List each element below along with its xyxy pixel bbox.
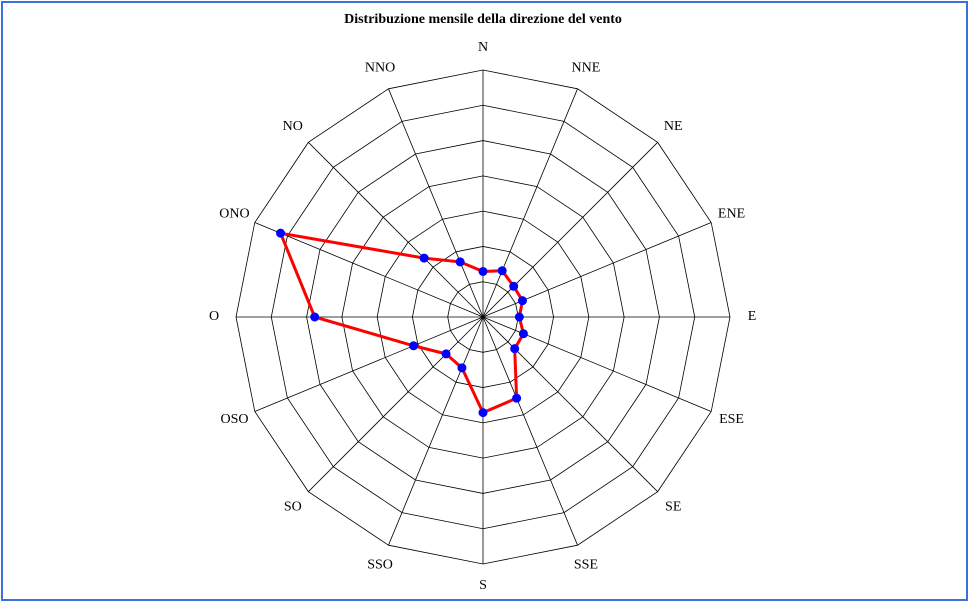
spoke bbox=[388, 316, 484, 546]
axis-label: SSE bbox=[574, 558, 598, 573]
data-point bbox=[478, 408, 488, 418]
data-point bbox=[517, 296, 527, 306]
axis-label: NO bbox=[283, 119, 303, 134]
axis-label: ENE bbox=[718, 206, 745, 221]
chart-title: Distribuzione mensile della direzione de… bbox=[344, 12, 622, 27]
axis-label: SE bbox=[665, 499, 681, 514]
data-point bbox=[478, 266, 488, 276]
spoke bbox=[308, 316, 484, 492]
axis-label: NNE bbox=[572, 61, 601, 76]
data-point bbox=[310, 312, 320, 322]
spoke bbox=[388, 88, 484, 318]
data-point bbox=[409, 341, 419, 351]
data-point bbox=[276, 228, 286, 238]
data-point bbox=[518, 329, 528, 339]
axis-label: O bbox=[209, 309, 219, 324]
axis-label: OSO bbox=[220, 412, 248, 427]
axis-label: ONO bbox=[219, 206, 249, 221]
spoke bbox=[254, 316, 484, 412]
axis-label: SSO bbox=[367, 558, 393, 573]
data-point bbox=[419, 253, 429, 263]
data-point bbox=[497, 266, 507, 276]
data-point bbox=[512, 393, 522, 403]
axis-label: ESE bbox=[719, 412, 744, 427]
axis-label: SO bbox=[284, 499, 302, 514]
data-point bbox=[510, 344, 520, 354]
spoke bbox=[308, 142, 484, 318]
data-point bbox=[441, 349, 451, 359]
spoke bbox=[482, 316, 578, 546]
data-point bbox=[509, 281, 519, 291]
data-point bbox=[455, 257, 465, 267]
axis-label: NNO bbox=[365, 61, 395, 76]
data-point bbox=[457, 363, 467, 373]
axis-label: N bbox=[478, 40, 488, 55]
spoke bbox=[254, 222, 484, 318]
axis-label: NE bbox=[664, 119, 683, 134]
data-point bbox=[514, 312, 524, 322]
axis-label: S bbox=[479, 578, 487, 593]
spoke bbox=[482, 88, 578, 318]
axis-label: E bbox=[748, 309, 757, 324]
